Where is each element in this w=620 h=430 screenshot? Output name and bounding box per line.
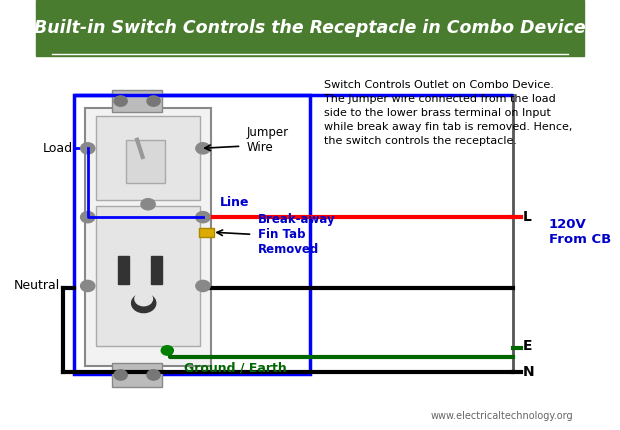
Text: 120V
From CB: 120V From CB xyxy=(549,218,611,246)
Circle shape xyxy=(196,143,210,154)
Bar xyxy=(126,140,164,183)
Circle shape xyxy=(147,370,160,380)
Circle shape xyxy=(81,280,95,292)
Bar xyxy=(96,116,200,200)
Bar xyxy=(35,0,585,56)
Circle shape xyxy=(196,212,210,223)
Text: Jumper
Wire: Jumper Wire xyxy=(247,126,289,154)
Bar xyxy=(85,108,211,366)
Text: Line: Line xyxy=(219,196,249,209)
Bar xyxy=(198,228,214,236)
Text: Built-in Switch Controls the Receptacle in Combo Device: Built-in Switch Controls the Receptacle … xyxy=(34,19,586,37)
Bar xyxy=(74,95,310,374)
Circle shape xyxy=(161,346,174,355)
Bar xyxy=(118,256,129,284)
Circle shape xyxy=(114,370,127,380)
Bar xyxy=(151,256,162,284)
Bar xyxy=(136,298,151,307)
Circle shape xyxy=(81,212,95,223)
Text: Switch Controls Outlet on Combo Device.
The Jumper wire connected from the load
: Switch Controls Outlet on Combo Device. … xyxy=(324,80,572,145)
Circle shape xyxy=(141,199,155,210)
Circle shape xyxy=(131,294,156,313)
Text: E: E xyxy=(523,339,533,353)
Bar xyxy=(112,363,162,387)
Text: Break-away
Fin Tab
Removed: Break-away Fin Tab Removed xyxy=(258,213,335,256)
Circle shape xyxy=(196,280,210,292)
Text: Neutral: Neutral xyxy=(14,280,60,292)
Circle shape xyxy=(81,143,95,154)
Circle shape xyxy=(147,96,160,106)
Text: www.electricaltechnology.org: www.electricaltechnology.org xyxy=(431,412,574,421)
Circle shape xyxy=(114,96,127,106)
Text: N: N xyxy=(523,365,534,379)
Bar xyxy=(112,90,162,112)
Bar xyxy=(96,206,200,346)
Text: Load: Load xyxy=(43,142,73,155)
Text: L: L xyxy=(523,210,532,224)
Text: Ground / Earth: Ground / Earth xyxy=(184,361,286,374)
Circle shape xyxy=(135,292,153,306)
